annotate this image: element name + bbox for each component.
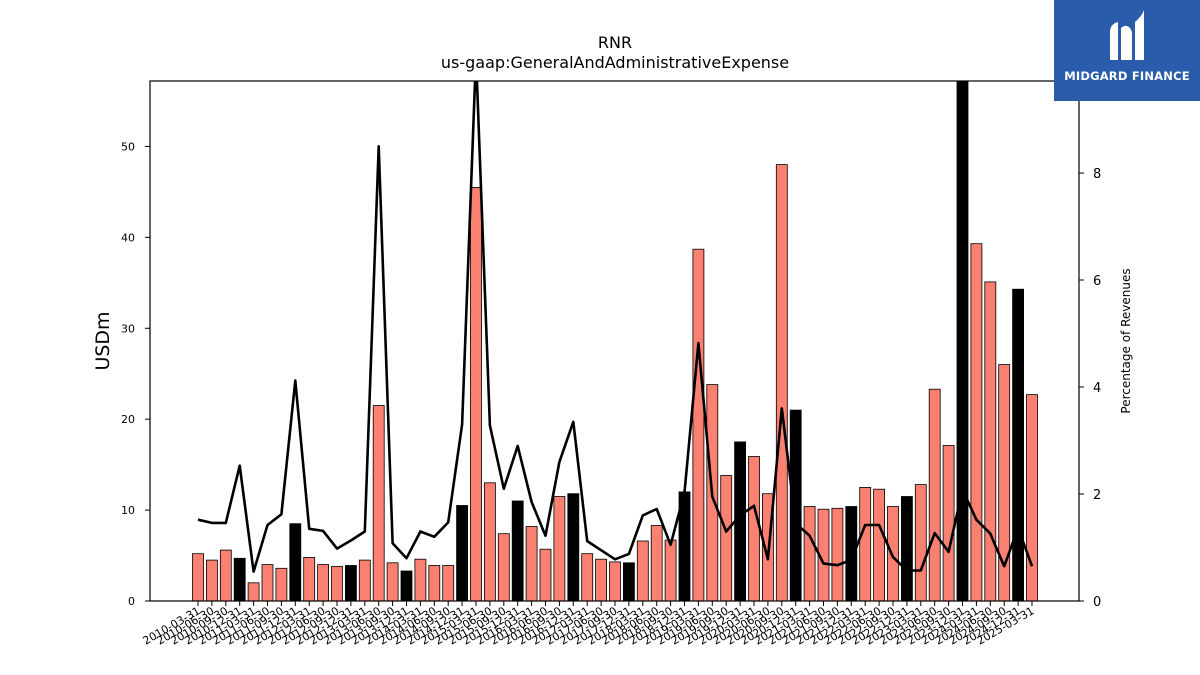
bar-2014-06-30 [428, 565, 441, 602]
ratio-line [197, 81, 1034, 573]
bar-2025-03-31 [1026, 394, 1038, 602]
bar-2023-03-31 [914, 484, 927, 602]
bar-2013-09-30 [386, 562, 399, 602]
line-layer [197, 81, 1034, 573]
bar-2016-09-30 [553, 496, 566, 602]
bar-2022-03-31 [859, 486, 872, 602]
bar-2013-12-31 [400, 570, 413, 602]
bar-2017-09-30 [609, 561, 621, 602]
logo-text: MIDGARD FINANCE [1064, 69, 1190, 83]
bar-2020-12-31 [789, 409, 802, 602]
bar-2023-09-30 [942, 445, 955, 602]
logo-mark-icon [1110, 10, 1144, 60]
bar-2012-09-30 [331, 566, 343, 602]
bar-2017-06-30 [595, 558, 607, 602]
left-tick-label: 50 [121, 140, 135, 153]
left-tick-label: 20 [121, 413, 135, 426]
bar-2010-06-30 [205, 559, 218, 602]
x-axis: 2010-03-312010-06-302010-09-302010-12-31… [141, 601, 1037, 648]
bar-2019-09-30 [720, 475, 733, 602]
bar-2010-12-31 [233, 557, 246, 602]
bar-2011-06-30 [261, 564, 274, 602]
bar-2017-12-31 [623, 562, 635, 602]
bar-2014-09-30 [442, 565, 455, 602]
bar-2021-03-31 [803, 506, 816, 602]
bar-2023-06-30 [928, 388, 941, 602]
left-axis: 0 10 20 30 40 50 [121, 140, 150, 608]
bar-2021-12-31 [845, 506, 858, 602]
y-axis-label-left: USDm [92, 311, 114, 370]
right-tick-label: 4 [1093, 381, 1101, 396]
bar-2019-03-31 [692, 248, 705, 602]
bar-2018-09-30 [664, 539, 677, 602]
bar-2018-03-31 [636, 540, 649, 602]
bar-2024-03-31 [970, 243, 983, 602]
bar-2016-03-31 [525, 526, 538, 602]
right-tick-label: 2 [1093, 488, 1101, 503]
bar-2010-09-30 [219, 549, 232, 602]
bar-2016-06-30 [539, 548, 552, 602]
bar-2015-03-31 [470, 186, 482, 602]
bar-2015-06-30 [483, 482, 496, 602]
bar-group [192, 80, 1038, 602]
bar-2014-03-31 [414, 558, 427, 602]
bar-2010-03-31 [192, 553, 204, 602]
bar-2023-12-31 [956, 80, 969, 602]
bar-2017-03-31 [581, 553, 594, 602]
right-axis: 0 2 4 6 8 [1079, 167, 1101, 610]
right-tick-label: 6 [1093, 274, 1101, 289]
bar-2013-03-31 [358, 559, 371, 602]
bar-2018-06-30 [650, 525, 663, 602]
bar-2013-06-30 [372, 405, 385, 602]
bar-2016-12-31 [567, 493, 580, 602]
bar-2020-03-31 [748, 456, 760, 602]
bar-2011-03-31 [247, 582, 260, 602]
right-tick-label: 8 [1093, 167, 1101, 182]
bar-2022-12-31 [901, 496, 913, 602]
bar-2020-09-30 [775, 164, 788, 602]
bar-2024-12-31 [1012, 288, 1024, 602]
bar-2011-09-30 [275, 567, 288, 602]
left-tick-label: 0 [128, 595, 135, 608]
bar-2012-03-31 [303, 557, 316, 602]
bar-2015-12-31 [511, 500, 524, 602]
left-tick-label: 40 [121, 231, 135, 244]
logo: MIDGARD FINANCE [1054, 0, 1200, 101]
chart-title: RNR [598, 33, 632, 52]
bar-2015-09-30 [497, 533, 510, 602]
bar-2021-09-30 [831, 507, 844, 602]
bar-2011-12-31 [289, 523, 302, 602]
bar-2024-06-30 [984, 281, 997, 602]
bar-2022-06-30 [873, 488, 885, 602]
right-tick-label: 0 [1093, 595, 1101, 610]
left-tick-label: 10 [121, 504, 135, 517]
y-axis-label-right: Percentage of Revenues [1119, 268, 1133, 413]
bar-2022-09-30 [887, 506, 899, 602]
chart-subtitle: us-gaap:GeneralAndAdministrativeExpense [441, 53, 789, 72]
left-tick-label: 30 [121, 322, 135, 335]
bar-2012-12-31 [344, 565, 357, 602]
bar-2012-06-30 [317, 564, 330, 602]
bar-2014-12-31 [456, 505, 469, 602]
